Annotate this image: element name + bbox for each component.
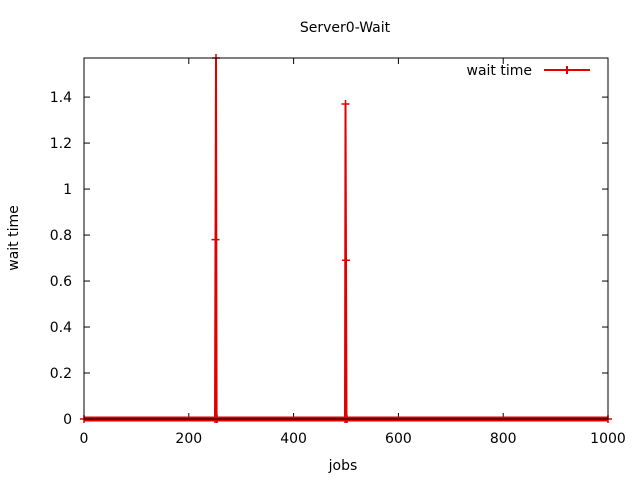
x-tick-label: 1000 [590,431,626,447]
plot-frame [83,57,609,420]
x-tick-label: 200 [175,431,202,447]
series-point-marker [342,256,350,265]
series-point-marker [341,100,350,108]
legend-marker [563,66,571,74]
x-tick-label: 800 [490,431,517,447]
y-tick-label: 1.4 [50,90,72,106]
y-tick-label: 1.2 [50,136,72,152]
x-tick-label: 600 [385,431,412,447]
y-tick-label: 0.6 [50,274,72,290]
y-tick-label: 0.8 [50,228,72,244]
plot-area [80,54,612,423]
series-point-marker [211,235,220,244]
series-line [84,57,608,420]
x-tick-label: 0 [80,431,89,447]
x-tick-label: 400 [280,431,307,447]
y-tick-label: 1 [63,182,72,198]
y-tick-label: 0.2 [50,366,72,382]
x-axis-label: jobs [328,458,358,474]
y-tick-label: 0.4 [50,320,72,336]
chart-title: Server0-Wait [300,20,391,36]
legend: wait time [467,63,590,79]
y-axis-label: wait time [6,205,22,271]
legend-label: wait time [467,63,533,79]
y-tick-label: 0 [63,412,72,428]
